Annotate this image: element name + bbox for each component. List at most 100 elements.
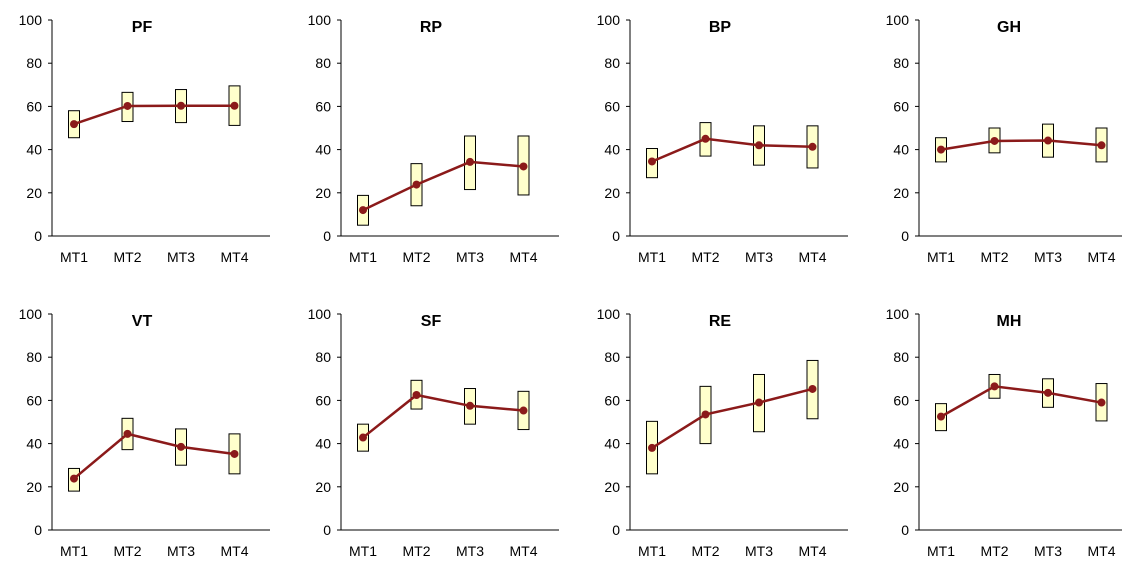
y-tick-label: 0: [612, 522, 620, 538]
chart-title: MH: [997, 313, 1022, 330]
data-point: [648, 443, 656, 452]
y-tick-label: 40: [604, 142, 620, 158]
chart-title: VT: [132, 313, 153, 330]
y-tick-label: 60: [26, 392, 42, 408]
data-point: [755, 398, 763, 407]
data-point: [466, 157, 474, 166]
series-line: [940, 385, 1102, 418]
data-point: [701, 410, 710, 419]
x-tick-label: MT2: [403, 249, 431, 265]
series-line: [651, 387, 813, 449]
y-tick-label: 20: [893, 185, 909, 201]
x-tick-label: MT2: [114, 249, 142, 265]
x-tick-label: MT3: [1034, 543, 1062, 559]
x-tick-label: MT2: [981, 543, 1009, 559]
data-point: [519, 406, 528, 415]
data-point: [648, 157, 656, 166]
data-point: [808, 142, 817, 151]
data-point: [123, 101, 132, 110]
x-tick-label: MT3: [456, 543, 484, 559]
data-point: [701, 134, 710, 143]
x-tick-label: MT3: [745, 249, 773, 265]
data-point: [1044, 388, 1052, 397]
y-tick-label: 80: [893, 55, 909, 71]
y-tick-label: 20: [315, 479, 331, 495]
chart-title: BP: [709, 19, 732, 36]
series-line: [651, 137, 813, 163]
data-point: [519, 162, 528, 171]
y-tick-label: 60: [604, 392, 620, 408]
y-tick-label: 100: [308, 306, 332, 322]
y-tick-label: 0: [34, 228, 42, 244]
x-tick-label: MT1: [927, 249, 955, 265]
y-tick-label: 0: [323, 228, 331, 244]
data-point: [1097, 398, 1106, 407]
y-tick-label: 20: [604, 479, 620, 495]
data-point: [755, 141, 763, 150]
x-tick-label: MT1: [349, 249, 377, 265]
data-point: [70, 120, 78, 129]
data-point: [466, 401, 474, 410]
x-tick-label: MT1: [638, 249, 666, 265]
data-point: [412, 391, 421, 399]
y-tick-label: 80: [26, 55, 42, 71]
data-point: [123, 429, 132, 438]
data-point: [359, 206, 367, 215]
y-tick-label: 60: [315, 392, 331, 408]
y-tick-label: 100: [886, 306, 910, 322]
data-point: [937, 145, 945, 154]
x-tick-label: MT3: [745, 543, 773, 559]
y-tick-label: 0: [901, 228, 909, 244]
series-line: [73, 432, 235, 480]
y-tick-label: 80: [315, 349, 331, 365]
series-line: [362, 393, 524, 439]
y-tick-label: 40: [315, 436, 331, 452]
y-tick-label: 60: [893, 392, 909, 408]
y-tick-label: 0: [901, 522, 909, 538]
x-tick-label: MT1: [60, 543, 88, 559]
y-tick-label: 40: [26, 436, 42, 452]
y-tick-label: 80: [893, 349, 909, 365]
y-tick-label: 0: [612, 228, 620, 244]
x-tick-label: MT4: [1088, 543, 1116, 559]
x-tick-label: MT3: [167, 543, 195, 559]
y-tick-label: 20: [604, 185, 620, 201]
y-tick-label: 40: [315, 142, 331, 158]
y-tick-label: 100: [19, 12, 43, 28]
y-tick-label: 0: [34, 522, 42, 538]
data-point: [359, 433, 367, 442]
y-tick-label: 20: [893, 479, 909, 495]
x-tick-label: MT2: [692, 543, 720, 559]
y-tick-label: 80: [315, 55, 331, 71]
data-point: [412, 180, 421, 189]
data-point: [70, 474, 78, 483]
x-tick-label: MT4: [510, 249, 538, 265]
x-tick-label: MT4: [221, 249, 249, 265]
y-tick-label: 20: [26, 185, 42, 201]
y-tick-label: 60: [604, 98, 620, 114]
chart-title: GH: [997, 19, 1021, 36]
y-tick-label: 100: [597, 306, 621, 322]
data-point: [1044, 136, 1052, 145]
x-tick-label: MT4: [1088, 249, 1116, 265]
y-tick-label: 60: [893, 98, 909, 114]
y-tick-label: 100: [886, 12, 910, 28]
y-tick-label: 0: [323, 522, 331, 538]
y-tick-label: 60: [26, 98, 42, 114]
chart-title: RE: [709, 313, 732, 330]
data-point: [177, 442, 185, 451]
x-tick-label: MT2: [114, 543, 142, 559]
x-tick-label: MT2: [981, 249, 1009, 265]
y-tick-label: 40: [604, 436, 620, 452]
x-tick-label: MT4: [799, 249, 827, 265]
x-tick-label: MT4: [799, 543, 827, 559]
y-tick-label: 100: [308, 12, 332, 28]
